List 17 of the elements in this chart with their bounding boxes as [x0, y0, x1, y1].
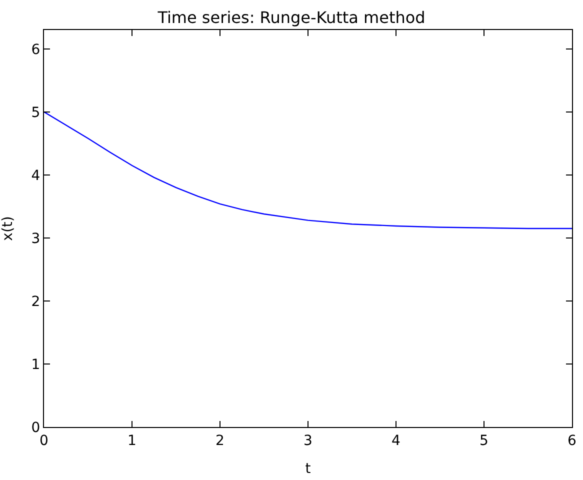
x-tick-label: 4: [392, 432, 401, 449]
x-tick-label: 1: [128, 432, 136, 449]
y-tick-label: 4: [31, 168, 40, 184]
x-tick-label: 6: [568, 432, 577, 449]
chart-title: Time series: Runge-Kutta method: [156, 8, 426, 28]
line-series: [44, 111, 572, 230]
y-tick-label: 5: [31, 104, 40, 121]
y-tick-label: 3: [31, 230, 40, 247]
y-tick-label: 6: [31, 42, 40, 58]
y-tick-label: 2: [31, 294, 40, 310]
y-tick-label: 1: [31, 356, 40, 373]
x-tick-label: 3: [304, 432, 312, 449]
y-axis-title: x(t): [0, 216, 16, 241]
y-tick-label: 0: [31, 420, 40, 436]
x-tick-label: 5: [480, 432, 488, 449]
x-tick-label: 2: [216, 432, 224, 449]
x-axis-title: t: [305, 461, 312, 478]
